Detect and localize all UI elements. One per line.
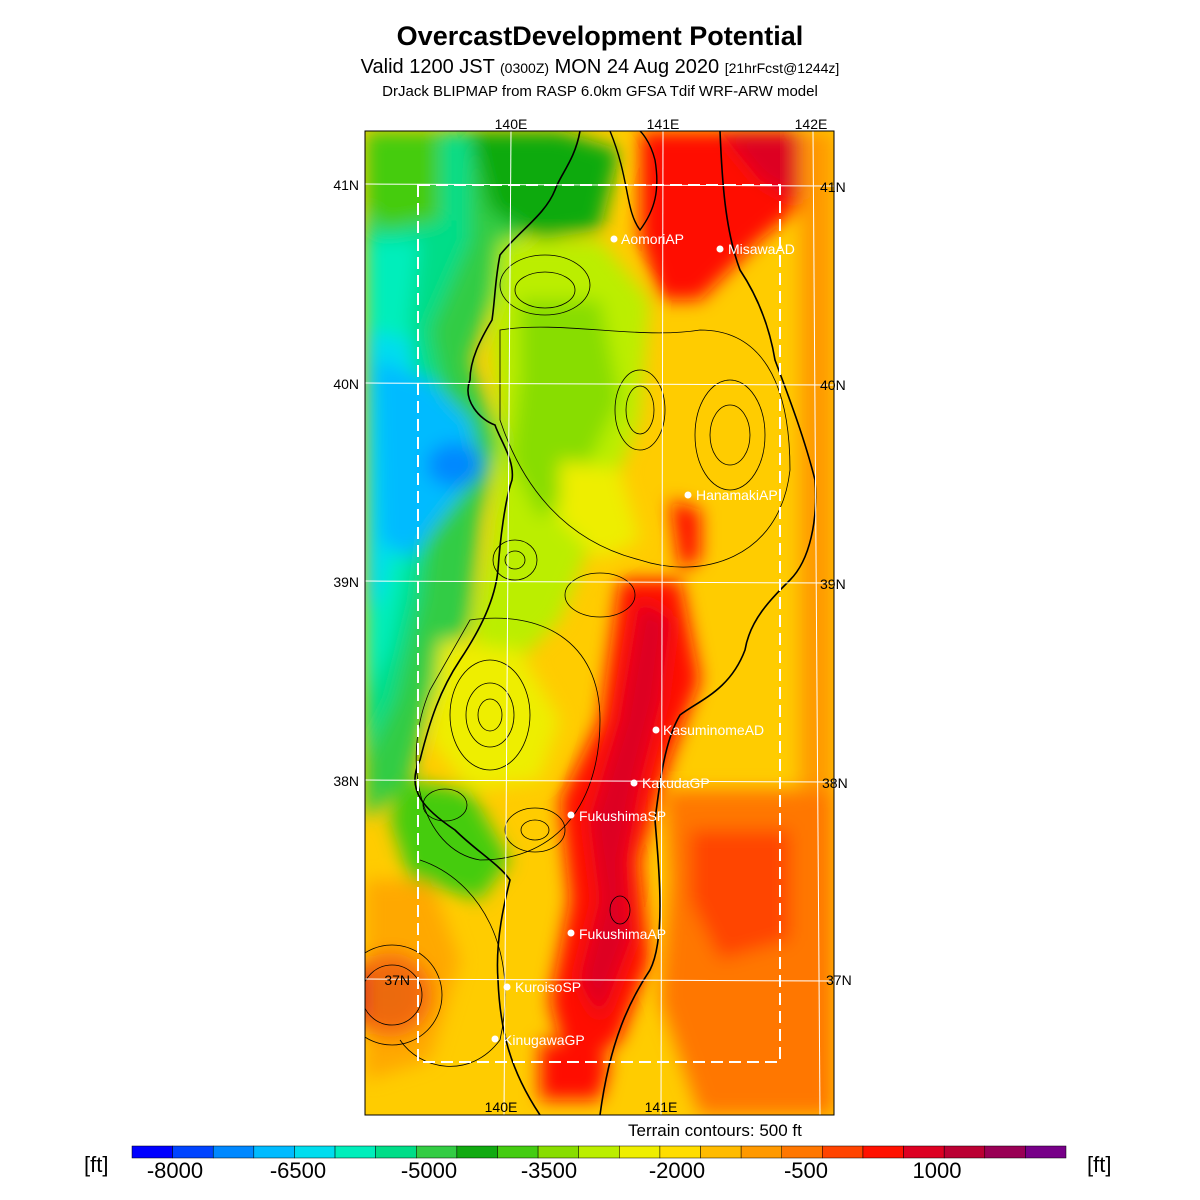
chart-title: OvercastDevelopment Potential	[396, 21, 804, 51]
site-aomori[interactable]: AomoriAP	[610, 231, 685, 247]
site-kasuminome[interactable]: KasuminomeAD	[652, 722, 765, 738]
valid-utc: (0300Z)	[500, 60, 550, 76]
site-dot	[652, 726, 660, 734]
colorbar-swatch	[578, 1145, 620, 1159]
colorbar-swatch	[619, 1145, 661, 1159]
site-label: KuroisoSP	[515, 979, 581, 995]
colorbar-swatch	[375, 1145, 417, 1159]
color-field	[365, 131, 834, 1115]
site-label: KasuminomeAD	[663, 722, 764, 738]
colorbar-tick: 1000	[913, 1158, 962, 1183]
colorbar-swatch	[740, 1145, 782, 1159]
site-label: KakudaGP	[642, 775, 710, 791]
axis-labels: 140E 141E 142E 140E 141E 41N 40N 39N 38N…	[333, 116, 851, 1115]
site-dot	[567, 929, 575, 937]
site-kuroiso[interactable]: KuroisoSP	[503, 979, 582, 995]
colorbar-swatch	[497, 1145, 539, 1159]
lat-label-right: 41N	[820, 179, 846, 195]
site-fukushima-ap[interactable]: FukushimaAP	[567, 926, 667, 942]
map-frame	[364, 130, 835, 1116]
colorbar-swatch	[700, 1145, 742, 1159]
lon-label-top: 142E	[795, 116, 828, 132]
valid-date: MON 24 Aug 2020	[549, 56, 725, 78]
lat-label-left: 39N	[333, 574, 359, 590]
colorbar-swatch	[862, 1145, 904, 1159]
valid-time: Valid 1200 JST (0300Z) MON 24 Aug 2020 […	[0, 56, 1200, 79]
site-label: FukushimaSP	[579, 808, 666, 824]
site-kinugawa[interactable]: KinugawaGP	[491, 1032, 585, 1048]
lat-label-right: 37N	[826, 972, 852, 988]
colorbar-swatch	[537, 1145, 579, 1159]
colorbar-swatch	[172, 1145, 214, 1159]
colorbar-swatch	[334, 1145, 376, 1159]
lat-label-right: 40N	[820, 377, 846, 393]
colorbar-tick: -5000	[401, 1158, 457, 1183]
colorbar-swatch	[943, 1145, 986, 1159]
colorbar-tick: -6500	[270, 1158, 326, 1183]
colorbar-tick-labels: -8000 -6500 -5000 -3500 -2000 -500 1000	[147, 1158, 962, 1183]
lat-label-left: 37N	[384, 972, 410, 988]
site-hanamaki[interactable]: HanamakiAP	[684, 487, 778, 503]
coastline-east	[599, 131, 817, 1115]
colorbar-swatch	[822, 1145, 864, 1159]
model-line: DrJack BLIPMAP from RASP 6.0km GFSA Tdif…	[382, 83, 818, 100]
site-dot	[491, 1035, 499, 1043]
terrain-note: Terrain contours: 500 ft	[628, 1121, 802, 1140]
colorbar-tick: -2000	[649, 1158, 705, 1183]
forecast-info: [21hrFcst@1244z]	[724, 60, 840, 76]
site-misawa[interactable]: MisawaAD	[716, 241, 795, 257]
lon-label-bottom: 140E	[485, 1099, 518, 1115]
site-dot	[630, 779, 638, 787]
site-label: HanamakiAP	[696, 487, 778, 503]
mutsu-bay	[609, 131, 658, 232]
lat-label-left: 40N	[333, 376, 359, 392]
colorbar-unit-right: [ft]	[1087, 1152, 1112, 1177]
lat-label-left: 41N	[333, 177, 359, 193]
site-kakuda[interactable]: KakudaGP	[630, 775, 710, 791]
lat-label-right: 38N	[822, 775, 848, 791]
site-label: KinugawaGP	[503, 1032, 585, 1048]
lat-label-left: 38N	[333, 773, 359, 789]
site-dot	[610, 235, 618, 243]
colorbar-tick: -500	[784, 1158, 828, 1183]
site-dot	[503, 983, 511, 991]
lat-label-right: 39N	[820, 576, 846, 592]
coastline-west	[414, 131, 581, 1115]
colorbar-swatch	[984, 1145, 1026, 1159]
valid-prefix: Valid 1200 JST	[360, 56, 501, 78]
lon-label-top: 140E	[495, 116, 528, 132]
site-fukushima-sp[interactable]: FukushimaSP	[567, 808, 667, 824]
colorbar-swatch	[212, 1145, 255, 1159]
site-dot	[684, 491, 692, 499]
lon-label-bottom: 141E	[645, 1099, 678, 1115]
lon-label-top: 141E	[647, 116, 680, 132]
site-label: MisawaAD	[728, 241, 795, 257]
site-label: FukushimaAP	[579, 926, 666, 942]
colorbar-swatch	[903, 1145, 945, 1159]
site-markers: AomoriAP MisawaAD HanamakiAP KasuminomeA…	[491, 231, 795, 1048]
colorbar-swatch	[253, 1145, 295, 1159]
colorbar-swatch	[456, 1145, 498, 1159]
colorbar	[131, 1145, 1067, 1159]
colorbar-tick: -3500	[521, 1158, 577, 1183]
colorbar-unit-left: [ft]	[84, 1152, 109, 1177]
colorbar-swatch	[1025, 1145, 1067, 1159]
colorbar-tick: -8000	[147, 1158, 203, 1183]
colorbar-swatch	[659, 1145, 701, 1159]
site-dot	[567, 811, 575, 819]
inner-domain-box	[417, 184, 781, 1063]
colorbar-swatch	[294, 1145, 336, 1159]
colorbar-swatch	[131, 1145, 173, 1159]
site-dot	[716, 245, 724, 253]
colorbar-swatch	[781, 1145, 823, 1159]
colorbar-swatch	[416, 1145, 458, 1159]
site-label: AomoriAP	[621, 231, 684, 247]
